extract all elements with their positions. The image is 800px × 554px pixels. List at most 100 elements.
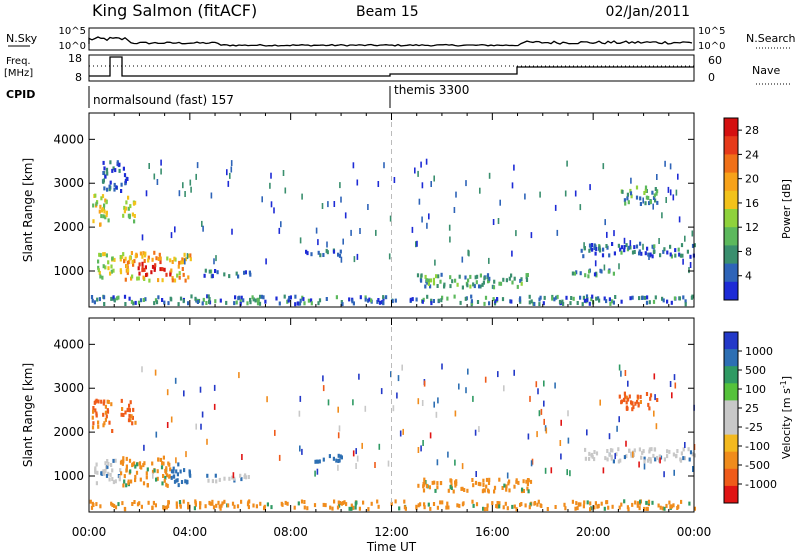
cell bbox=[138, 271, 141, 276]
cell bbox=[231, 228, 233, 235]
cell bbox=[380, 300, 384, 305]
colorbar-label-close: ] bbox=[780, 376, 793, 380]
cell bbox=[90, 295, 94, 299]
cell bbox=[443, 284, 446, 289]
cell bbox=[671, 392, 673, 399]
cell bbox=[141, 268, 144, 273]
cell bbox=[337, 252, 340, 257]
cell bbox=[370, 298, 373, 303]
cell bbox=[123, 474, 126, 479]
cell bbox=[318, 459, 321, 464]
colorbar-tick-label: -500 bbox=[745, 459, 770, 472]
cell bbox=[305, 249, 308, 254]
cell bbox=[499, 281, 503, 286]
cell bbox=[377, 504, 380, 509]
cell bbox=[122, 213, 125, 218]
cell bbox=[119, 257, 122, 262]
cell bbox=[539, 191, 541, 198]
cell bbox=[669, 252, 672, 257]
cell bbox=[352, 162, 355, 169]
cell bbox=[176, 478, 179, 483]
cell bbox=[210, 192, 213, 199]
cell bbox=[530, 232, 533, 239]
cell bbox=[668, 449, 671, 454]
cell bbox=[119, 270, 123, 275]
cell bbox=[121, 501, 124, 506]
cell bbox=[142, 275, 145, 280]
cell bbox=[270, 505, 273, 510]
cell bbox=[228, 476, 231, 481]
cell bbox=[165, 272, 168, 277]
cell bbox=[211, 479, 214, 484]
cell bbox=[544, 467, 547, 474]
cell bbox=[651, 254, 654, 259]
cell bbox=[340, 196, 342, 203]
cell bbox=[403, 505, 406, 510]
cell bbox=[403, 499, 406, 504]
cell bbox=[375, 229, 377, 236]
cell bbox=[99, 204, 102, 209]
cell bbox=[618, 364, 621, 371]
cell bbox=[454, 459, 456, 466]
cell bbox=[208, 297, 211, 301]
cell bbox=[434, 259, 436, 266]
cell bbox=[141, 254, 144, 259]
cell bbox=[648, 300, 651, 305]
cell bbox=[120, 182, 123, 187]
cell bbox=[157, 257, 160, 261]
cell bbox=[356, 455, 359, 462]
cell bbox=[579, 271, 582, 276]
cell bbox=[161, 267, 164, 272]
cell bbox=[610, 456, 613, 461]
cell bbox=[566, 160, 568, 167]
cell bbox=[586, 500, 589, 505]
cell bbox=[498, 501, 501, 506]
cell bbox=[342, 238, 344, 245]
cell bbox=[520, 281, 523, 286]
cell bbox=[155, 300, 159, 305]
cell bbox=[635, 244, 639, 249]
cell bbox=[647, 195, 650, 200]
cell bbox=[123, 209, 126, 214]
cell bbox=[631, 250, 635, 255]
cell bbox=[103, 471, 106, 476]
cell bbox=[270, 201, 273, 208]
cell bbox=[359, 228, 361, 234]
cell bbox=[175, 501, 178, 506]
cell bbox=[606, 457, 609, 462]
y-tick-label: 3000 bbox=[53, 176, 84, 190]
cell bbox=[172, 469, 175, 474]
cell bbox=[545, 427, 548, 434]
cell bbox=[361, 442, 363, 449]
cell bbox=[180, 260, 183, 265]
cell bbox=[605, 244, 608, 248]
cell bbox=[449, 484, 452, 489]
cell bbox=[161, 461, 164, 466]
cell bbox=[421, 400, 424, 406]
cell bbox=[231, 475, 234, 480]
cell bbox=[167, 301, 170, 306]
cell bbox=[263, 504, 266, 509]
cell bbox=[497, 218, 500, 224]
nsky-trace bbox=[88, 36, 693, 47]
cell bbox=[243, 474, 246, 479]
cell bbox=[666, 449, 669, 454]
cell bbox=[603, 506, 606, 511]
cell bbox=[510, 273, 513, 278]
cell bbox=[284, 500, 287, 505]
cell bbox=[378, 300, 382, 305]
cell bbox=[560, 453, 562, 460]
cell bbox=[326, 241, 328, 248]
cell bbox=[678, 216, 681, 223]
cell bbox=[186, 479, 189, 484]
cell bbox=[388, 253, 391, 260]
cell bbox=[110, 501, 113, 506]
cell bbox=[579, 502, 582, 507]
cell bbox=[473, 284, 476, 289]
cell bbox=[648, 254, 650, 260]
cell bbox=[161, 481, 164, 486]
cell bbox=[620, 370, 622, 377]
cell bbox=[417, 447, 420, 453]
cell bbox=[659, 505, 662, 510]
cell bbox=[508, 488, 511, 493]
